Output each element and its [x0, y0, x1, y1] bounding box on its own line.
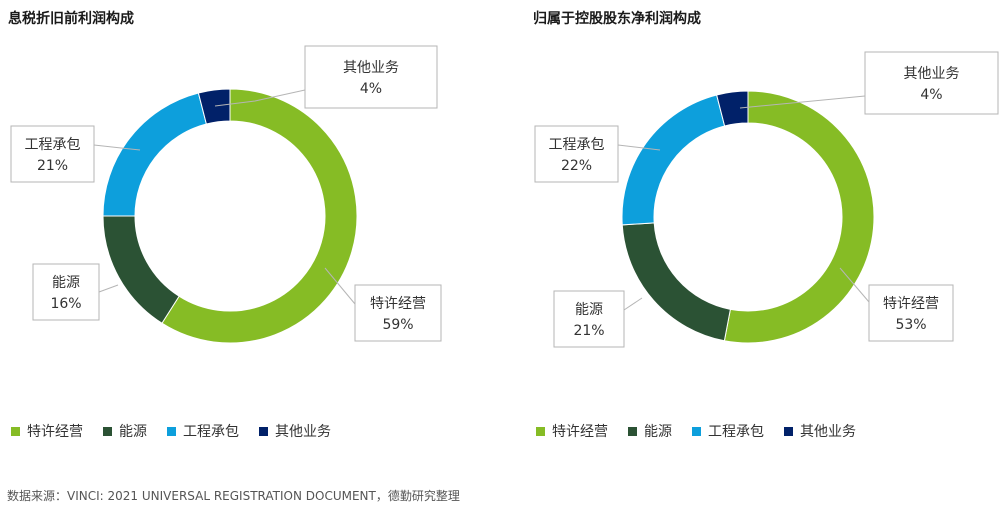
data-label-value: 21%: [573, 323, 604, 339]
data-label-energy: 能源 21%: [553, 290, 625, 348]
legend-item-franchise: 特许经营: [11, 421, 83, 441]
legend-label: 能源: [644, 424, 672, 440]
donut-slice-contracting: [621, 94, 726, 226]
chart-title-ebitda: 息税折旧前利润构成: [8, 11, 134, 27]
legend-label: 工程承包: [708, 424, 764, 440]
chart-title-net-profit: 归属于控股股东净利润构成: [533, 11, 701, 27]
donut-slice-contracting: [102, 92, 207, 217]
legend-label: 特许经营: [552, 424, 608, 440]
data-label-franchise: 特许经营 53%: [868, 284, 954, 342]
legend-swatch: [259, 426, 268, 436]
legend-net-profit: 特许经营 能源 工程承包 其他业务: [536, 421, 876, 441]
legend-swatch: [11, 426, 20, 436]
legend-swatch: [628, 426, 637, 436]
data-label-contracting: 工程承包 21%: [10, 125, 95, 183]
legend-swatch: [784, 426, 793, 436]
data-label-value: 59%: [382, 317, 413, 333]
data-label-other: 其他业务 4%: [304, 45, 438, 109]
data-label-value: 22%: [561, 158, 592, 174]
callout-leader-line: [324, 267, 356, 305]
data-label-category: 其他业务: [343, 60, 399, 76]
callout-leader-line: [98, 284, 119, 293]
legend-swatch: [167, 426, 176, 436]
callout-leader-line: [93, 144, 141, 151]
donut-slice-franchise: [161, 88, 358, 344]
legend-item-contracting: 工程承包: [692, 421, 764, 441]
callout-leader-line: [617, 144, 661, 151]
legend-label: 能源: [119, 424, 147, 440]
legend-label: 工程承包: [183, 424, 239, 440]
legend-label: 其他业务: [275, 424, 331, 440]
data-label-category: 特许经营: [370, 296, 426, 312]
legend-ebitda: 特许经营 能源 工程承包 其他业务: [11, 421, 351, 441]
data-label-contracting: 工程承包 22%: [534, 125, 619, 183]
donut-chart-net-profit: 特许经营 53% 能源 21% 工程承包 22% 其他业务 4%: [534, 51, 999, 348]
data-label-value: 16%: [50, 296, 81, 312]
donut-slice-other: [716, 90, 749, 127]
data-label-other: 其他业务 4%: [864, 51, 999, 115]
legend-item-other: 其他业务: [784, 421, 856, 441]
legend-item-franchise: 特许经营: [536, 421, 608, 441]
data-label-value: 53%: [895, 317, 926, 333]
callout-leader-line: [214, 89, 306, 107]
data-label-value: 4%: [360, 81, 382, 97]
legend-label: 特许经营: [27, 424, 83, 440]
donut-chart-ebitda: 特许经营 59% 能源 16% 工程承包 21% 其他业务 4%: [10, 45, 442, 344]
legend-swatch: [536, 426, 545, 436]
donut-slice-other: [197, 88, 231, 125]
data-label-category: 特许经营: [883, 296, 939, 312]
legend-item-other: 其他业务: [259, 421, 331, 441]
source-note: 数据来源：VINCI: 2021 UNIVERSAL REGISTRATION …: [7, 489, 460, 503]
legend-item-energy: 能源: [103, 421, 147, 441]
legend-swatch: [103, 426, 112, 436]
data-label-category: 其他业务: [904, 66, 960, 82]
data-label-franchise: 特许经营 59%: [354, 284, 442, 342]
data-label-category: 能源: [52, 275, 80, 291]
data-label-value: 21%: [37, 158, 68, 174]
callout-leader-line: [839, 267, 870, 303]
legend-item-energy: 能源: [628, 421, 672, 441]
data-label-energy: 能源 16%: [32, 263, 100, 321]
callout-leader-line: [739, 95, 866, 109]
legend-label: 其他业务: [800, 424, 856, 440]
data-label-category: 工程承包: [25, 137, 81, 153]
legend-swatch: [692, 426, 701, 436]
data-label-category: 工程承包: [549, 137, 605, 153]
donut-slice-energy: [102, 215, 180, 324]
callout-leader-line: [623, 297, 643, 311]
donut-slice-energy: [621, 222, 731, 342]
legend-item-contracting: 工程承包: [167, 421, 239, 441]
data-label-category: 能源: [575, 302, 603, 318]
donut-slice-franchise: [723, 90, 875, 344]
data-label-value: 4%: [920, 87, 942, 103]
